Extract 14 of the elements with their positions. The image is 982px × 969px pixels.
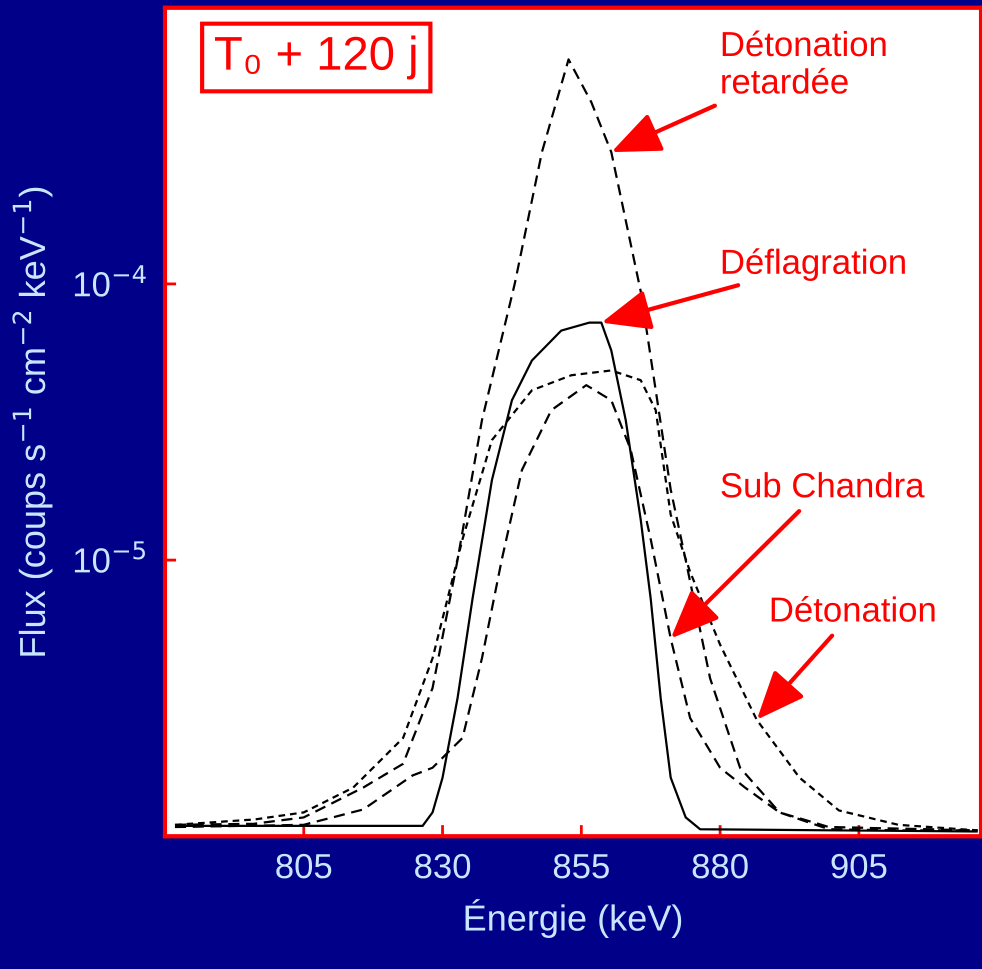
x-tick-label: 830 <box>415 854 470 878</box>
annotation: Détonation <box>772 596 935 622</box>
annotation: Sub Chandra <box>721 472 925 498</box>
x-tick-label: 905 <box>832 854 886 878</box>
y-tick-label: 10$^{−4}$ <box>74 265 146 297</box>
annotation: T₀ + 120 j <box>215 35 416 80</box>
annotation: Déflagration <box>722 248 905 281</box>
x-axis-title: Énergie (keV) <box>466 899 682 938</box>
annotation: Détonation retardée <box>722 30 886 94</box>
y-tick-label: 10$^{−5}$ <box>74 541 145 573</box>
x-tick-label: 855 <box>554 854 609 878</box>
y-axis-title: Flux (coups s$^{−1}$ cm$^{−2}$ keV$^{−1}$) <box>12 188 52 656</box>
x-tick-label: 880 <box>692 854 748 878</box>
x-tick-label: 805 <box>276 854 332 878</box>
